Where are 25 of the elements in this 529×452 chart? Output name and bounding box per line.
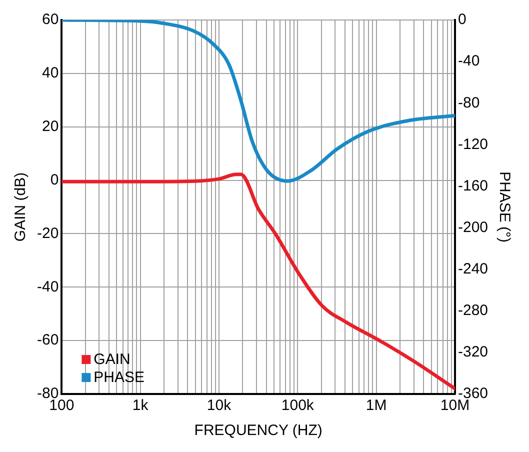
x-tick-label: 1M	[366, 397, 387, 414]
y2-tick-label: -280	[458, 302, 488, 320]
y2-axis-title: PHASE (°)	[496, 171, 513, 243]
y-axis-title: GAIN (dB)	[12, 172, 30, 242]
y2-tick-label: -80	[458, 94, 480, 112]
legend-label: GAIN	[94, 351, 130, 368]
y2-tick-label: -200	[458, 218, 488, 236]
x-tick-label: 10k	[206, 397, 232, 414]
x-tick-label: 100k	[281, 397, 314, 414]
y2-tick-label: -320	[458, 344, 488, 361]
y2-tick-label: 0	[458, 11, 466, 28]
y-tick-label: 60	[42, 11, 59, 28]
y-tick-label: -40	[36, 278, 59, 296]
y2-tick-label: -120	[458, 136, 488, 153]
y-tick-label: 20	[42, 118, 59, 135]
x-axis-title: FREQUENCY (HZ)	[194, 422, 322, 440]
y2-tick-label: -160	[458, 177, 488, 194]
y-tick-label: -60	[36, 332, 59, 349]
y-tick-label: 0	[50, 171, 59, 188]
y2-tick-label: -240	[458, 260, 488, 278]
y-tick-label: -20	[36, 224, 59, 242]
legend-label: PHASE	[94, 369, 145, 386]
y-tick-label: 40	[42, 64, 59, 82]
y2-tick-label: -40	[458, 52, 480, 70]
x-tick-label: 1k	[132, 397, 149, 414]
